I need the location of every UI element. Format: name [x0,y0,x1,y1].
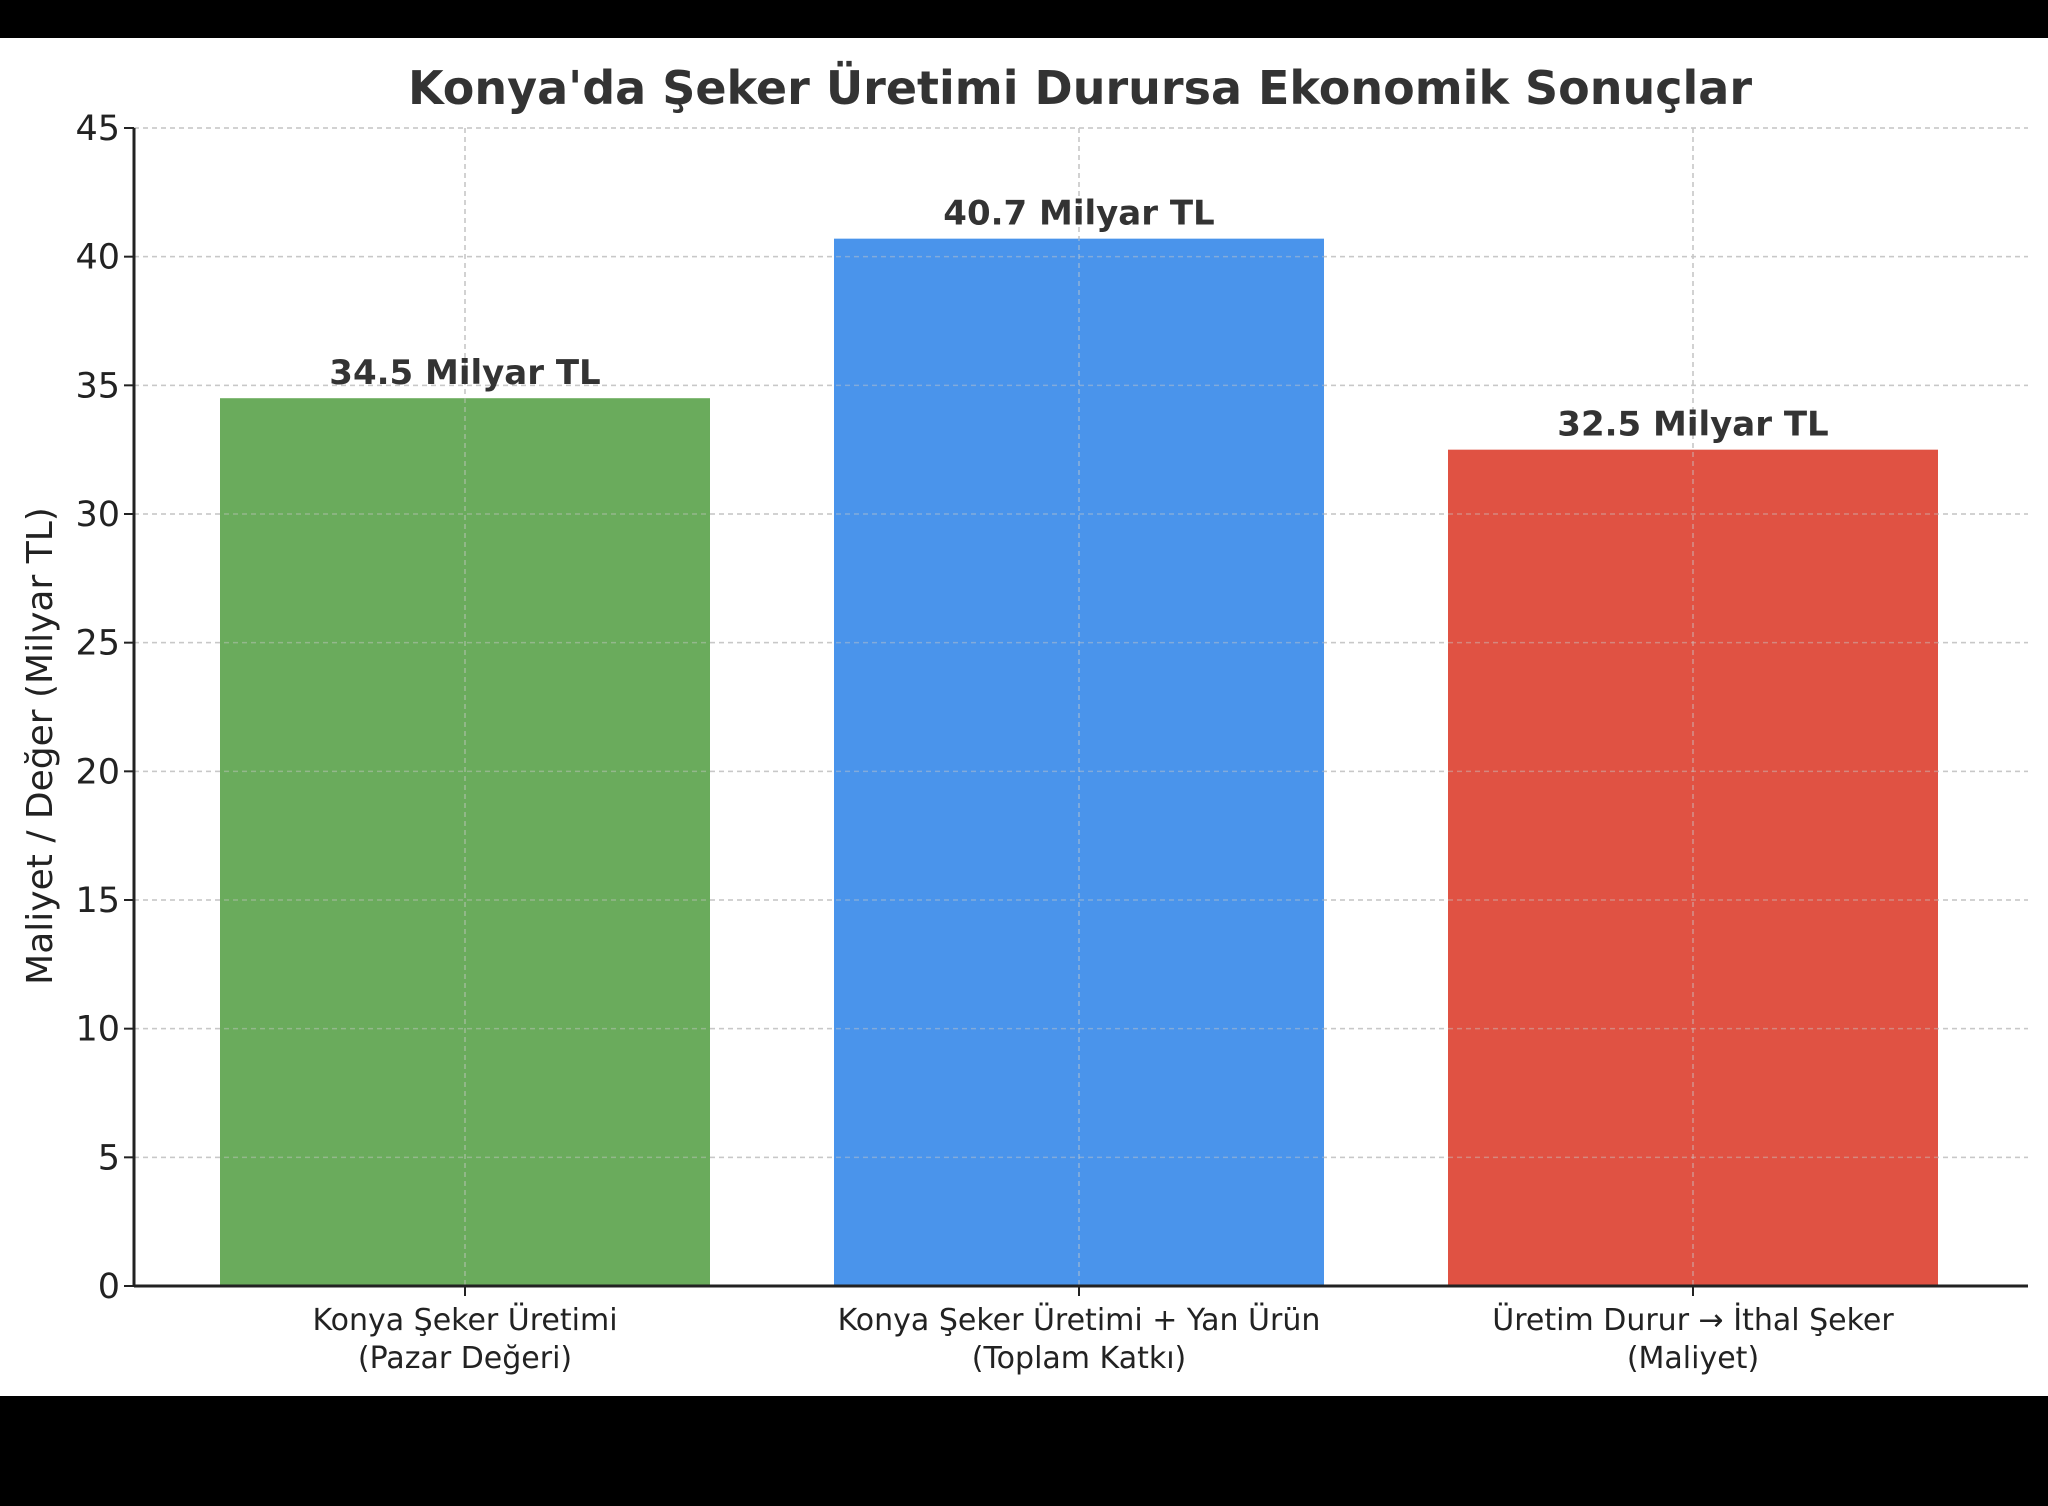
y-tick-label: 5 [98,1138,120,1178]
data-label: 32.5 Milyar TL [1557,405,1828,445]
x-tick-label: Konya Şeker Üretimi + Yan Ürün [838,1302,1321,1338]
chart-title: Konya'da Şeker Üretimi Durursa Ekonomik … [408,61,1752,115]
y-tick-label: 10 [75,1010,120,1050]
y-tick-label: 35 [75,366,120,406]
y-tick-label: 40 [75,238,120,278]
chart-frame: Konya'da Şeker Üretimi Durursa Ekonomik … [0,38,2048,1396]
y-tick-label: 15 [75,881,120,921]
axes [124,127,2028,1296]
bar-chart: Konya'da Şeker Üretimi Durursa Ekonomik … [20,61,2028,1376]
labels: 0 5 10 15 20 25 30 35 40 45 Konya Şeker Üretimi(Pa… [75,109,1894,1376]
x-tick-label: Konya Şeker Üretimi [312,1302,617,1338]
data-label: 34.5 Milyar TL [329,353,600,393]
y-tick-label: 30 [75,495,120,535]
bars [134,127,2028,1287]
x-tick-label-sub: (Pazar Değeri) [358,1341,572,1376]
y-tick-label: 45 [75,109,120,149]
y-tick-label: 20 [75,752,120,792]
x-tick-label: Üretim Durur → İthal Şeker [1492,1302,1894,1338]
y-axis-label: Maliyet / Değer (Milyar TL) [20,507,61,985]
y-tick-label: 25 [75,624,120,664]
y-tick-label: 0 [98,1267,120,1307]
x-tick-label-sub: (Maliyet) [1627,1341,1759,1376]
data-label: 40.7 Milyar TL [943,194,1214,234]
x-tick-label-sub: (Toplam Katkı) [972,1341,1187,1376]
